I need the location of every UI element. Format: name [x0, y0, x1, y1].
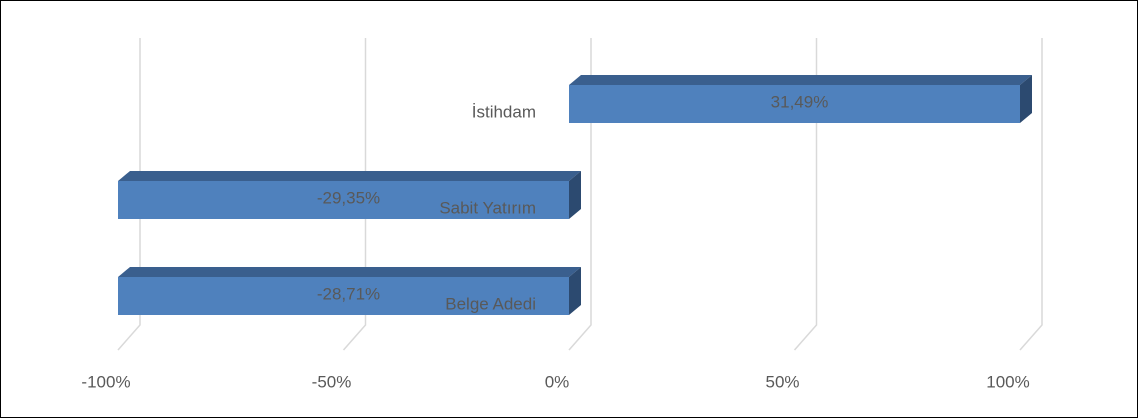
- value-label: 31,49%: [771, 92, 829, 111]
- bar-side: [569, 267, 581, 315]
- grid-line: [568, 38, 592, 351]
- bar-top: [118, 171, 581, 181]
- category-label: Belge Adedi: [445, 294, 536, 313]
- grid-line: [342, 38, 367, 351]
- grid-line: [1019, 38, 1043, 351]
- category-label: İstihdam: [472, 102, 536, 121]
- grid-line: [117, 38, 141, 351]
- x-tick-label: 0%: [545, 372, 570, 391]
- bar-top: [569, 75, 1032, 85]
- bar: [118, 277, 569, 315]
- bar-side: [1020, 75, 1032, 123]
- x-tick-label: -50%: [312, 372, 352, 391]
- value-label: -29,35%: [317, 188, 380, 207]
- bar-top: [118, 267, 581, 277]
- value-label: -28,71%: [317, 284, 380, 303]
- x-tick-label: 50%: [765, 372, 799, 391]
- bar: [118, 181, 569, 219]
- bar-side: [569, 171, 581, 219]
- grid-line: [793, 38, 818, 351]
- category-label: Sabit Yatırım: [439, 198, 536, 217]
- x-tick-label: -100%: [81, 372, 130, 391]
- x-tick-label: 100%: [986, 372, 1029, 391]
- bar: [569, 85, 1020, 123]
